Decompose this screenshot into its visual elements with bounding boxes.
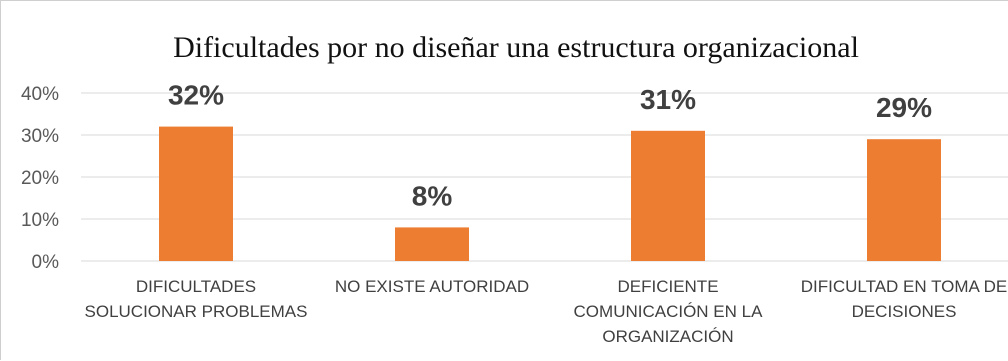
y-tick-label: 30% bbox=[21, 126, 59, 147]
category-label: DEFICIENTE bbox=[617, 277, 718, 296]
bar bbox=[159, 126, 233, 261]
y-tick-label: 10% bbox=[21, 210, 59, 231]
category-label: DIFICULTAD EN TOMA DE bbox=[801, 277, 1008, 296]
category-label: NO EXISTE AUTORIDAD bbox=[335, 277, 529, 296]
y-tick-label: 0% bbox=[32, 252, 60, 273]
bar bbox=[631, 130, 705, 261]
category-label: ORGANIZACIÓN bbox=[602, 327, 733, 346]
category-label: COMUNICACIÓN EN LA bbox=[574, 302, 764, 321]
bar bbox=[395, 227, 469, 261]
data-label: 31% bbox=[640, 84, 696, 115]
chart-title: Dificultades por no diseñar una estructu… bbox=[173, 31, 859, 64]
data-label: 29% bbox=[876, 92, 932, 123]
bar bbox=[867, 139, 941, 261]
category-label: SOLUCIONAR PROBLEMAS bbox=[85, 302, 308, 321]
category-label: DIFICULTADES bbox=[136, 277, 256, 296]
y-tick-label: 40% bbox=[21, 84, 59, 105]
data-label: 8% bbox=[412, 180, 453, 211]
category-label: DECISIONES bbox=[852, 302, 957, 321]
y-tick-label: 20% bbox=[21, 168, 59, 189]
data-label: 32% bbox=[168, 80, 224, 111]
